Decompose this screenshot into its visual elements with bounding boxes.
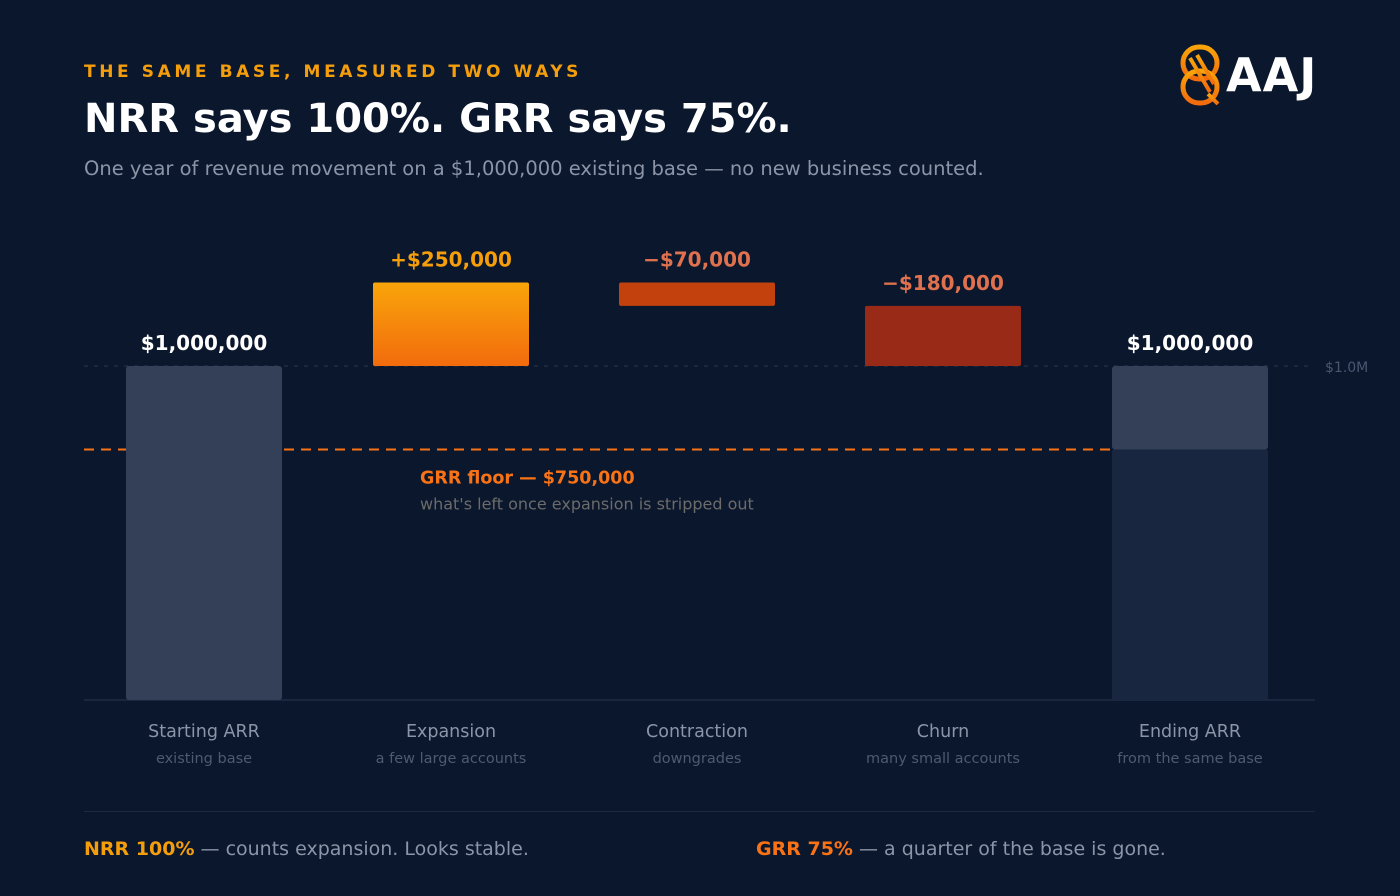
bar-ending-arr-upper xyxy=(1112,366,1268,450)
category-label: Ending ARR xyxy=(1139,722,1241,742)
category-label: Starting ARR xyxy=(148,722,260,742)
data-label: $1,000,000 xyxy=(141,331,268,355)
category-label: Churn xyxy=(917,722,969,742)
category-label: Expansion xyxy=(406,722,496,742)
data-label: +$250,000 xyxy=(390,248,512,272)
brand-logo: AAJ xyxy=(1178,44,1317,106)
category-label: Contraction xyxy=(646,722,748,742)
bar-contraction xyxy=(619,282,775,306)
nrr-label: NRR 100% xyxy=(84,838,195,860)
page-title: NRR says 100%. GRR says 75%. xyxy=(84,96,792,142)
nrr-text: — counts expansion. Looks stable. xyxy=(194,838,529,860)
nrr-summary: NRR 100% — counts expansion. Looks stabl… xyxy=(84,838,529,860)
eyebrow: THE SAME BASE, MEASURED TWO WAYS xyxy=(84,62,583,82)
bar-ending-arr-lower xyxy=(1112,449,1268,700)
grr-label: GRR 75% xyxy=(756,838,853,860)
grr-floor-note: what's left once expansion is stripped o… xyxy=(420,495,754,514)
page-subtitle: One year of revenue movement on a $1,000… xyxy=(84,157,984,180)
category-sublabel: a few large accounts xyxy=(376,751,527,767)
footer-divider xyxy=(84,811,1315,812)
bar-starting-arr xyxy=(126,366,282,700)
category-sublabel: many small accounts xyxy=(866,751,1020,767)
logo-text: AAJ xyxy=(1226,48,1318,102)
data-label: $1,000,000 xyxy=(1127,331,1254,355)
data-label: −$180,000 xyxy=(882,271,1004,295)
category-sublabel: downgrades xyxy=(653,751,742,767)
category-sublabel: from the same base xyxy=(1117,751,1262,767)
reference-line-label: $1.0M xyxy=(1325,360,1368,376)
category-sublabel: existing base xyxy=(156,751,252,767)
grr-summary: GRR 75% — a quarter of the base is gone. xyxy=(756,838,1166,860)
grr-floor-label: GRR floor — $750,000 xyxy=(420,469,635,489)
aaj-logo-icon xyxy=(1180,44,1220,106)
grr-text: — a quarter of the base is gone. xyxy=(852,838,1166,860)
bar-churn xyxy=(865,305,1021,366)
data-label: −$70,000 xyxy=(643,248,751,272)
bar-expansion xyxy=(373,282,529,366)
